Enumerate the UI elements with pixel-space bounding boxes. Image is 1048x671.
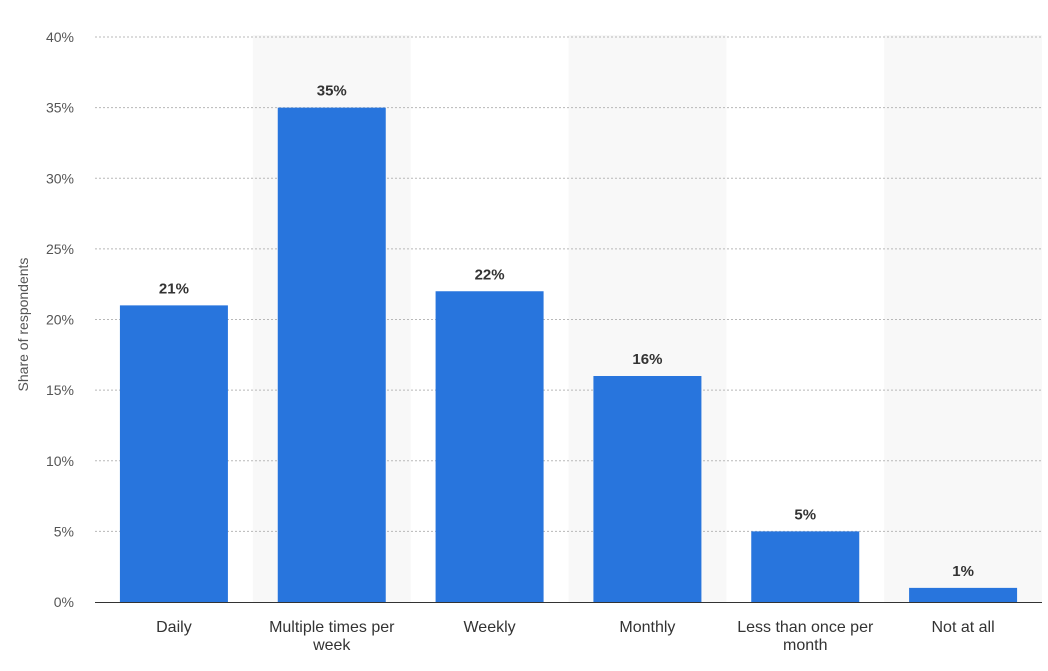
x-tick-label: Multiple times per week [269, 619, 395, 654]
grid-lines [95, 36, 1042, 532]
x-tick-label: Not at all [932, 619, 995, 636]
data-label: 1% [952, 563, 974, 580]
y-tick-label: 10% [46, 453, 74, 469]
y-tick-label: 20% [46, 312, 74, 328]
band-5 [884, 35, 1042, 602]
x-axis-ticks: Daily Multiple times per week Weekly Monthly… [156, 619, 995, 654]
data-label: 5% [794, 506, 816, 523]
data-label: 21% [159, 280, 189, 297]
y-tick-label: 25% [46, 241, 74, 257]
y-tick-label: 5% [54, 523, 74, 539]
y-tick-label: 0% [54, 594, 74, 610]
y-tick-label: 35% [46, 100, 74, 116]
x-tick-label: Weekly [463, 619, 515, 636]
x-tick-label: Monthly [619, 619, 675, 636]
bar[interactable] [435, 291, 544, 602]
data-label: 16% [632, 351, 662, 368]
y-tick-label: 30% [46, 170, 74, 186]
bar[interactable] [593, 376, 702, 602]
y-axis-ticks: 0% 5% 10% 15% 20% 25% 30% 35% 40% [46, 29, 74, 610]
y-axis-label: Share of respondents [15, 258, 31, 392]
bar[interactable] [751, 531, 860, 602]
bars [119, 107, 1018, 602]
y-tick-label: 40% [46, 29, 74, 45]
data-label: 35% [317, 83, 347, 100]
bar[interactable] [277, 107, 386, 602]
bar[interactable] [119, 305, 228, 602]
data-label: 22% [475, 266, 505, 283]
bar[interactable] [909, 587, 1018, 602]
x-tick-label: Daily [156, 619, 192, 636]
y-tick-label: 15% [46, 382, 74, 398]
data-labels: 21% 35% 22% 16% 5% 1% [159, 83, 974, 580]
x-tick-label: Less than once per month [737, 619, 874, 654]
